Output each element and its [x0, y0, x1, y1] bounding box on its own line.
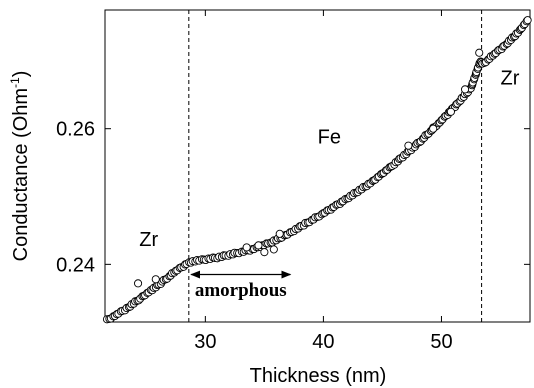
x-tick-label-2: 50 [430, 331, 452, 353]
data-point-246 [151, 275, 160, 284]
y-axis-label-sup: -1 [8, 77, 22, 88]
amorphous-label: amorphous [195, 280, 287, 301]
data-point-255 [429, 124, 438, 133]
region-label-0: Zr [139, 229, 158, 251]
region-label-1: Fe [318, 127, 341, 149]
data-point-248 [260, 248, 269, 257]
plot-frame [104, 9, 531, 323]
region-label-2: Zr [500, 68, 519, 90]
y-ticks: 0.24 0.26 [56, 119, 530, 276]
data-point-256 [242, 243, 251, 252]
y-axis-label: Conductance (Ohm-1) [8, 71, 32, 262]
x-axis-label: Thickness (nm) [250, 365, 387, 387]
data-point-252 [446, 107, 455, 116]
data-point-244 [523, 16, 532, 25]
y-axis-label-main: Conductance (Ohm [10, 88, 32, 261]
data-points [102, 16, 532, 324]
y-tick-label-1: 0.26 [56, 119, 95, 141]
data-point-253 [461, 85, 470, 94]
y-tick-label-0: 0.24 [56, 254, 95, 276]
data-point-251 [404, 141, 413, 150]
data-point-250 [275, 229, 284, 238]
region-labels: Zr Fe Zr [139, 68, 519, 251]
data-point-247 [254, 241, 263, 250]
boundary-lines [188, 10, 483, 322]
x-ticks: 30 40 50 [194, 10, 453, 353]
x-tick-label-1: 40 [312, 331, 334, 353]
data-point-249 [269, 245, 278, 254]
annotation: amorphous [190, 270, 292, 301]
data-point-254 [475, 48, 484, 57]
y-axis-label-close: ) [10, 71, 32, 78]
data-point-245 [134, 279, 143, 288]
x-tick-label-0: 30 [194, 331, 216, 353]
